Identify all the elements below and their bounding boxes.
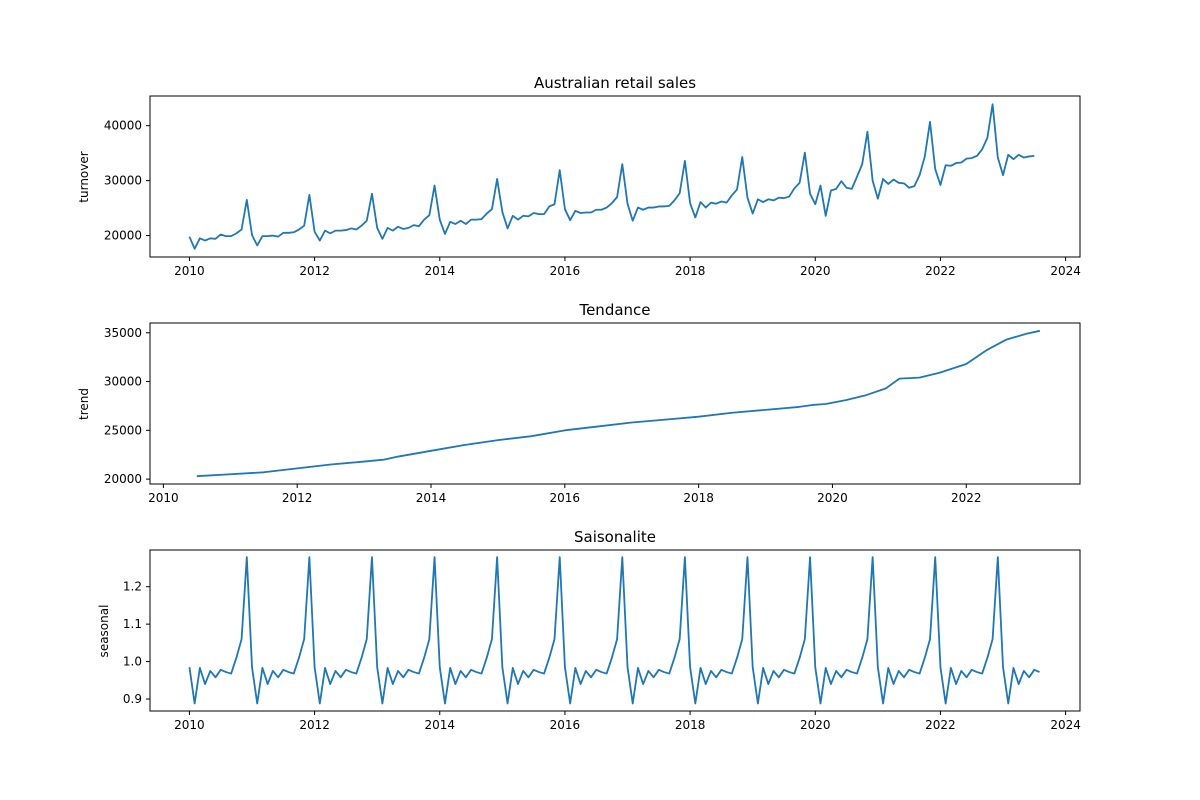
- xtick-label: 2018: [683, 491, 714, 505]
- ytick-label: 25000: [104, 423, 142, 437]
- xtick-label: 2020: [817, 491, 848, 505]
- panel-trend-frame: [149, 322, 1081, 485]
- panel-trend-title: Tendance: [578, 301, 650, 319]
- xtick-label: 2020: [800, 264, 831, 278]
- ytick-label: 1.2: [123, 580, 142, 594]
- ytick-label: 35000: [104, 326, 142, 340]
- seasonal-line: [188, 556, 1040, 705]
- panel-seasonal-frame: [149, 549, 1081, 712]
- xtick-label: 2022: [925, 264, 956, 278]
- panel-retail-sales-yticks: 20000 30000 40000: [104, 119, 150, 243]
- panel-trend-yticks: 20000 25000 30000 35000: [104, 326, 150, 486]
- xtick-label: 2010: [174, 264, 205, 278]
- ytick-label: 30000: [104, 174, 142, 188]
- xtick-label: 2018: [675, 264, 706, 278]
- panel-trend: Tendance trend 2010 2012 2014 2016 2018 2020 2…: [77, 301, 1081, 505]
- panel-seasonal-ylabel: seasonal: [97, 605, 111, 658]
- xtick-label: 2010: [174, 718, 205, 732]
- xtick-label: 2012: [299, 718, 330, 732]
- xtick-label: 2020: [800, 718, 831, 732]
- xtick-label: 2010: [148, 491, 179, 505]
- xtick-label: 2016: [550, 491, 581, 505]
- panel-retail-sales-title: Australian retail sales: [534, 74, 696, 92]
- xtick-label: 2024: [1050, 264, 1081, 278]
- ytick-label: 40000: [104, 119, 142, 133]
- xtick-label: 2022: [925, 718, 956, 732]
- panel-seasonal-title: Saisonalite: [574, 528, 656, 546]
- ytick-label: 1.0: [123, 655, 142, 669]
- ytick-label: 1.1: [123, 617, 142, 631]
- ytick-label: 20000: [104, 229, 142, 243]
- xtick-label: 2016: [550, 718, 581, 732]
- panel-seasonal-xticks: 2010 2012 2014 2016 2018 2020 2022 2024: [174, 711, 1081, 732]
- ytick-label: 0.9: [123, 692, 142, 706]
- retail-sales-line: [188, 103, 1035, 250]
- xtick-label: 2024: [1050, 718, 1081, 732]
- xtick-label: 2012: [282, 491, 313, 505]
- panel-retail-sales-xticks: 2010 2012 2014 2016 2018 2020 2022 2024: [174, 257, 1081, 278]
- trend-line: [196, 329, 1041, 478]
- xtick-label: 2016: [550, 264, 581, 278]
- panel-seasonal-yticks: 0.9 1.0 1.1 1.2: [123, 580, 150, 706]
- panel-retail-sales-frame: [149, 95, 1081, 258]
- panel-trend-ylabel: trend: [77, 388, 91, 420]
- ytick-label: 20000: [104, 472, 142, 486]
- xtick-label: 2014: [424, 264, 455, 278]
- panel-trend-xticks: 2010 2012 2014 2016 2018 2020 2022: [148, 484, 982, 505]
- ytick-label: 30000: [104, 375, 142, 389]
- xtick-label: 2014: [424, 718, 455, 732]
- xtick-label: 2012: [299, 264, 330, 278]
- panel-seasonal: Saisonalite seasonal 2010 2012 2014 2016 201…: [97, 528, 1081, 732]
- xtick-label: 2018: [675, 718, 706, 732]
- panel-retail-sales: Australian retail sales turnover 2010 201…: [77, 74, 1081, 278]
- panel-retail-sales-ylabel: turnover: [77, 151, 91, 202]
- xtick-label: 2022: [951, 491, 982, 505]
- xtick-label: 2014: [416, 491, 447, 505]
